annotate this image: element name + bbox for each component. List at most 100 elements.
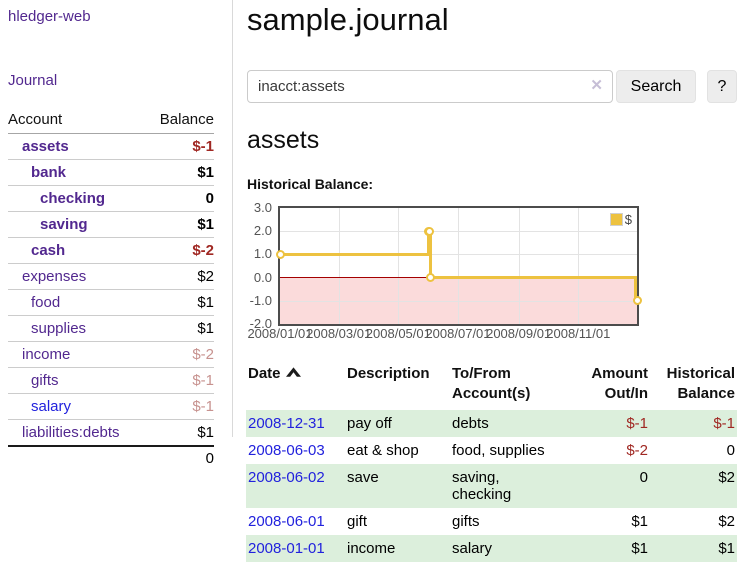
account-balance: $2 — [146, 263, 214, 290]
help-button[interactable]: ? — [707, 70, 737, 103]
transaction-date-link[interactable]: 2008-06-02 — [248, 469, 325, 486]
transaction-amount: $1 — [631, 513, 648, 530]
grid-line-horizontal — [280, 231, 637, 232]
account-row: expenses $2 — [8, 263, 214, 290]
data-point-marker — [426, 273, 436, 283]
y-axis-tick-label: 3.0 — [253, 200, 272, 215]
legend-swatch — [609, 213, 623, 226]
sidebar-account-link[interactable]: liabilities:debts — [22, 424, 120, 441]
account-balance: $-1 — [146, 367, 214, 394]
sidebar-account-link[interactable]: assets — [22, 138, 69, 155]
transaction-description: save — [347, 469, 379, 486]
account-row: income $-2 — [8, 341, 214, 368]
sidebar-account-link[interactable]: expenses — [22, 268, 87, 285]
account-row: food $1 — [8, 289, 214, 316]
clear-search-icon[interactable]: ✕ — [590, 77, 603, 94]
transaction-balance: $2 — [718, 513, 735, 530]
data-point-marker — [275, 249, 285, 259]
account-balance: $-2 — [146, 341, 214, 368]
y-axis-tick-label: -1.0 — [249, 292, 272, 308]
account-balance: $-2 — [146, 237, 214, 264]
transaction-amount: $-1 — [626, 415, 648, 432]
accounts-total-row: 0 — [8, 445, 214, 470]
account-balance: $-1 — [146, 133, 214, 160]
sidebar-account-link[interactable]: income — [22, 346, 71, 363]
page-title: sample.journal — [247, 2, 449, 37]
y-axis-tick-label: 1.0 — [253, 246, 272, 262]
register-header-row: Date Description To/From Account(s) Amou… — [246, 362, 737, 410]
account-balance: $1 — [146, 315, 214, 342]
balance-column-header: Balance — [146, 108, 214, 134]
account-row: salary $-1 — [8, 393, 214, 420]
x-axis-tick-label: 2008/01/01 — [247, 326, 313, 341]
account-row: liabilities:debts $1 — [8, 420, 214, 447]
sidebar-account-link[interactable]: cash — [31, 242, 66, 259]
sidebar-account-link[interactable]: checking — [40, 190, 106, 207]
transaction-accounts: saving, checking — [452, 469, 512, 503]
account-heading: assets — [247, 126, 320, 154]
register-row: 2008-01-01 income salary $1 $1 — [246, 535, 737, 562]
transaction-accounts: food, supplies — [452, 442, 545, 459]
transaction-date-link[interactable]: 2008-06-03 — [248, 442, 325, 459]
account-row: gifts $-1 — [8, 367, 214, 394]
transaction-date-link[interactable]: 2008-01-01 — [248, 540, 325, 557]
transaction-accounts: debts — [452, 415, 489, 432]
sidebar-account-link[interactable]: food — [31, 294, 61, 311]
transaction-date-link[interactable]: 2008-06-01 — [248, 513, 325, 530]
accounts-column-header: To/From Account(s) — [452, 365, 531, 402]
transaction-balance: $2 — [718, 469, 735, 486]
amount-column-header: Amount Out/In — [591, 365, 648, 402]
account-balance: 0 — [146, 185, 214, 212]
search-button[interactable]: Search — [616, 70, 696, 103]
account-balance: $-1 — [146, 393, 214, 420]
transaction-balance: $1 — [718, 540, 735, 557]
account-balance: $1 — [146, 159, 214, 186]
transaction-date-link[interactable]: 2008-12-31 — [248, 415, 325, 432]
transaction-description: pay off — [347, 415, 392, 432]
legend-label: $ — [624, 212, 632, 227]
data-point-marker — [632, 296, 642, 306]
series-segment — [634, 276, 637, 303]
search-input[interactable] — [247, 70, 613, 103]
account-row: saving $1 — [8, 211, 214, 238]
transaction-amount: 0 — [639, 469, 648, 486]
register-row: 2008-06-03 eat & shop food, supplies $-2 0 — [246, 437, 737, 464]
register-table: Date Description To/From Account(s) Amou… — [246, 362, 737, 562]
x-axis-tick-label: 2008/05/01 — [365, 326, 431, 341]
y-axis-tick-label: 0.0 — [253, 269, 272, 285]
chart-legend: $ — [607, 211, 634, 228]
accounts-total-value: 0 — [146, 445, 214, 470]
x-axis-tick-label: 2008/11/01 — [546, 326, 611, 341]
account-row: assets $-1 — [8, 133, 214, 160]
transaction-accounts: gifts — [452, 513, 480, 530]
grid-line-horizontal — [280, 254, 637, 255]
account-balance: $1 — [197, 424, 214, 441]
transaction-amount: $1 — [631, 540, 648, 557]
data-point-marker — [425, 226, 435, 236]
date-column-header[interactable]: Date — [246, 362, 345, 410]
sidebar-item-journal[interactable]: Journal — [8, 72, 58, 89]
account-row: supplies $1 — [8, 315, 214, 342]
grid-line-horizontal — [280, 301, 637, 302]
transaction-description: eat & shop — [347, 442, 419, 459]
series-segment — [430, 276, 637, 280]
chart-title: Historical Balance: — [247, 176, 374, 192]
sidebar-account-link[interactable]: salary — [31, 398, 72, 415]
brand-link[interactable]: hledger-web — [8, 8, 91, 25]
grid-line-vertical — [398, 208, 399, 324]
balance-column-header-register: Historical Balance — [666, 365, 735, 402]
sidebar-account-link[interactable]: bank — [31, 164, 67, 181]
y-axis-tick-label: -2.0 — [249, 316, 272, 331]
accounts-table: Account Balance assets $-1 bank $1 checking 0… — [8, 108, 214, 470]
grid-line-vertical — [519, 208, 520, 324]
transaction-amount: $-2 — [626, 442, 648, 459]
sidebar-account-link[interactable]: saving — [40, 216, 88, 233]
date-header-label: Date — [248, 365, 281, 382]
sidebar-account-link[interactable]: gifts — [31, 372, 59, 389]
chart-plot-area[interactable]: $ — [275, 206, 642, 326]
grid-line-vertical — [458, 208, 459, 324]
sort-ascending-icon — [285, 364, 301, 384]
sidebar-account-link[interactable]: supplies — [31, 320, 87, 337]
transaction-description: income — [347, 540, 396, 557]
